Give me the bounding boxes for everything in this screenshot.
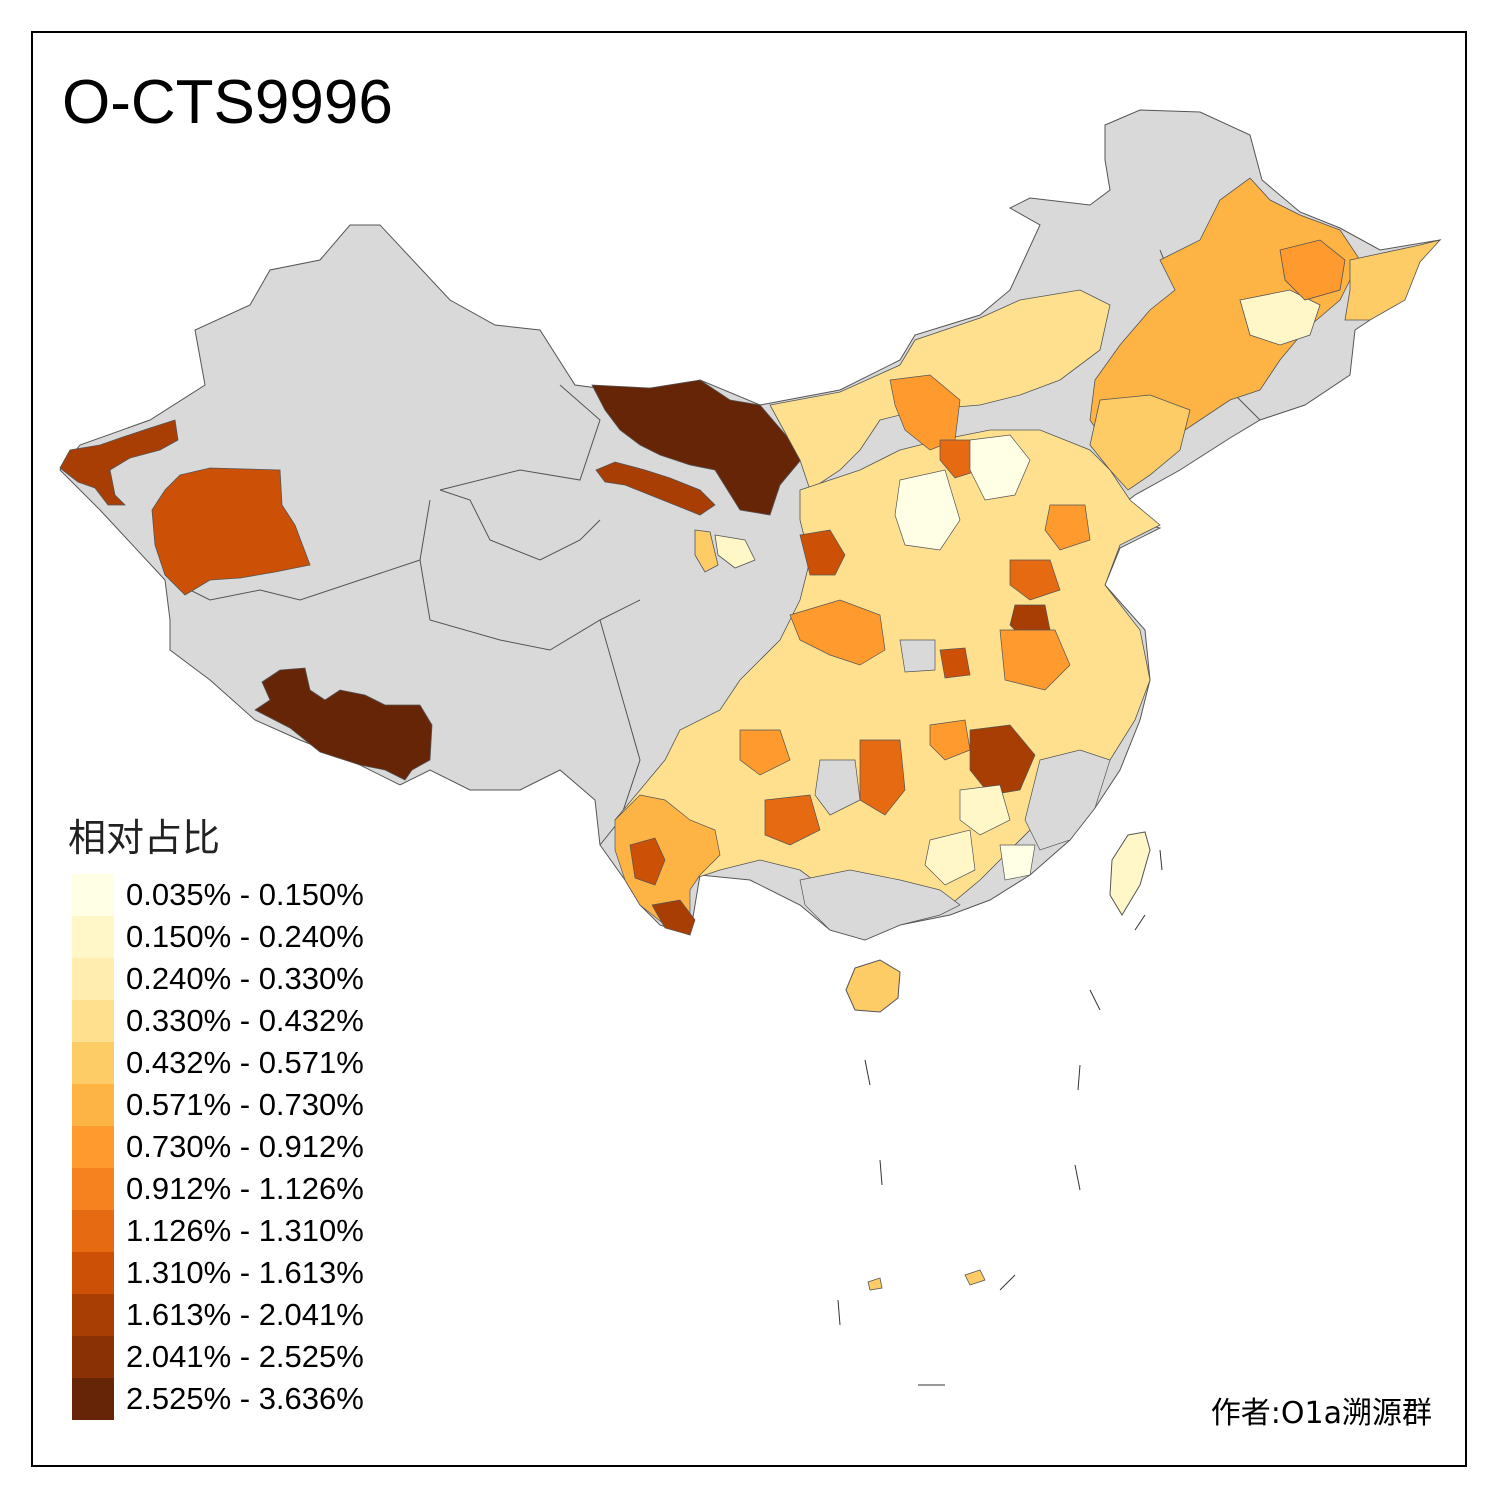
legend-label: 0.730% - 0.912% [126, 1128, 364, 1164]
patch-14 [859, 739, 906, 816]
legend-items: 0.035% - 0.150% 0.150% - 0.240% 0.240% - 0… [68, 873, 364, 1420]
patch-18 [924, 829, 976, 886]
legend-label: 0.330% - 0.432% [126, 1002, 364, 1038]
patch-5 [894, 469, 961, 551]
legend-swatch [72, 957, 114, 1000]
gap-fujian [1024, 749, 1111, 851]
legend-label: 2.041% - 2.525% [126, 1338, 364, 1374]
legend-label: 1.126% - 1.310% [126, 1212, 364, 1248]
legend-item: 2.041% - 2.525% [68, 1335, 364, 1378]
legend-swatch [72, 1167, 114, 1210]
legend-swatch [72, 915, 114, 958]
legend-item: 1.310% - 1.613% [68, 1251, 364, 1294]
legend-swatch [72, 999, 114, 1042]
legend-item: 0.240% - 0.330% [68, 957, 364, 1000]
patch-19 [999, 844, 1036, 881]
legend-label: 0.150% - 0.240% [126, 918, 364, 954]
region-qinghai-spot [694, 529, 719, 573]
legend-swatch [72, 1293, 114, 1336]
patch-17 [959, 784, 1011, 836]
patch-13 [929, 719, 971, 761]
region-ningxia-spot [714, 534, 756, 569]
legend-swatch [72, 1041, 114, 1084]
hainan [845, 959, 901, 1013]
legend-label: 0.912% - 1.126% [126, 1170, 364, 1206]
patch-6 [969, 434, 1031, 501]
legend-swatch [72, 1083, 114, 1126]
patch-16 [739, 729, 791, 776]
legend-item: 0.035% - 0.150% [68, 873, 364, 916]
region-ne-pale [1239, 289, 1321, 346]
region-yunnan [614, 794, 721, 936]
legend-label: 0.432% - 0.571% [126, 1044, 364, 1080]
region-liaoning [1089, 394, 1191, 491]
legend-swatch [72, 1209, 114, 1252]
legend-item: 0.432% - 0.571% [68, 1041, 364, 1084]
patch-4 [789, 599, 886, 666]
legend-item: 1.613% - 2.041% [68, 1293, 364, 1336]
patch-10 [999, 629, 1071, 691]
legend-swatch [72, 1335, 114, 1378]
legend-item: 2.525% - 3.636% [68, 1377, 364, 1420]
region-gansu-hexi [595, 461, 716, 516]
map-title: O-CTS9996 [62, 68, 393, 137]
legend: 相对占比 0.035% - 0.150% 0.150% - 0.240% 0.240… [68, 816, 364, 1420]
legend-item: 0.330% - 0.432% [68, 999, 364, 1042]
patch-3 [799, 529, 846, 576]
gap-hubei [899, 639, 936, 673]
legend-swatch [72, 1377, 114, 1420]
legend-item: 0.912% - 1.126% [68, 1167, 364, 1210]
legend-label: 0.571% - 0.730% [126, 1086, 364, 1122]
legend-label: 2.525% - 3.636% [126, 1380, 364, 1416]
legend-item: 0.150% - 0.240% [68, 915, 364, 958]
region-ne-coast [1344, 239, 1442, 321]
patch-11 [939, 647, 971, 679]
region-yunnan-dark2 [651, 899, 696, 936]
legend-item: 1.126% - 1.310% [68, 1209, 364, 1252]
region-yunnan-dark1 [629, 837, 666, 886]
legend-item: 0.571% - 0.730% [68, 1083, 364, 1126]
nine-dash-line [837, 849, 1163, 1386]
region-im-west [591, 379, 806, 516]
legend-title: 相对占比 [68, 816, 221, 860]
legend-label: 1.310% - 1.613% [126, 1254, 364, 1290]
patch-15 [764, 794, 821, 846]
author-credit: 作者:O1a溯源群 [1210, 1396, 1432, 1431]
legend-swatch [72, 1125, 114, 1168]
region-xj-south [151, 467, 311, 596]
legend-label: 0.240% - 0.330% [126, 960, 364, 996]
legend-label: 0.035% - 0.150% [126, 876, 364, 912]
legend-label: 1.613% - 2.041% [126, 1296, 364, 1332]
patch-8 [1009, 559, 1061, 601]
patch-7 [1044, 504, 1091, 551]
patch-12 [969, 724, 1036, 796]
region-xj-west [59, 419, 179, 506]
legend-swatch [72, 873, 114, 916]
legend-item: 0.730% - 0.912% [68, 1125, 364, 1168]
taiwan [1109, 831, 1151, 916]
region-tibet-south [254, 667, 433, 781]
legend-swatch [72, 1251, 114, 1294]
gap-guangdong [799, 869, 961, 941]
south-sea-islands [867, 1269, 986, 1291]
region-ne-east [1279, 239, 1346, 301]
gap-sichuan [814, 759, 861, 816]
